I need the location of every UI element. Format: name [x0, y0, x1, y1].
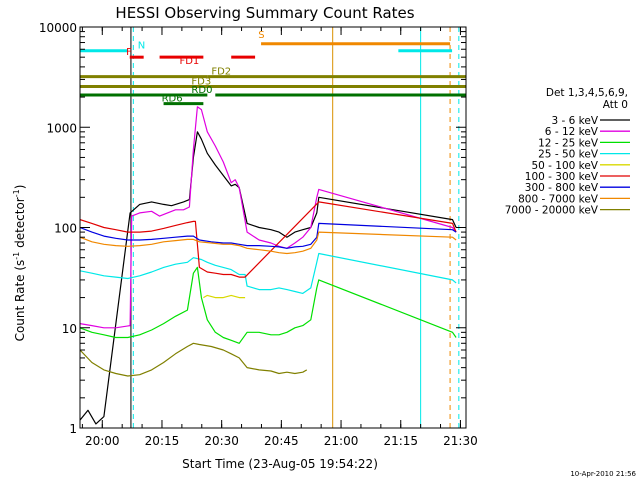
legend-label-25-50-kev: 25 - 50 keV — [538, 149, 599, 161]
flag-label-rd6: RD6 — [162, 94, 183, 105]
y-tick-label: 10000 — [39, 21, 77, 35]
flag-label-rd0: RD0 — [191, 85, 212, 96]
flag-label-f: F — [126, 47, 132, 58]
y-tick-label: 1000 — [46, 121, 77, 135]
flag-label-fd3: FD3 — [191, 76, 211, 87]
flag-label-fd1: FD1 — [179, 56, 199, 67]
legend-label-6-12-kev: 6 - 12 keV — [545, 126, 599, 138]
legend-header-detectors: Det 1,3,4,5,6,9, — [546, 87, 628, 99]
series-line-7000-20000-kev — [80, 342, 308, 377]
y-axis-label-end: ) — [13, 185, 27, 190]
svg-text:Count Rate (s-1 detector-1): Count Rate (s-1 detector-1) — [12, 185, 27, 342]
legend-label-800-7000-kev: 800 - 7000 keV — [518, 193, 599, 205]
legend-label-50-100-kev: 50 - 100 keV — [531, 160, 598, 172]
series-line-25-50-kev — [80, 252, 457, 294]
series-line-300-800-kev — [80, 222, 457, 249]
y-tick-label: 1 — [69, 422, 77, 436]
y-axis-label: Count Rate (s-1 detector-1) — [12, 185, 27, 342]
y-axis: 1 10 100 1000 10000 — [39, 21, 466, 436]
x-tick-label: 20:30 — [204, 434, 239, 448]
y-tick-label: 100 — [54, 222, 77, 236]
x-tick-label: 20:45 — [264, 434, 299, 448]
series-line-3-6-kev — [80, 131, 457, 425]
series-line-800-7000-kev — [80, 231, 457, 255]
y-tick-label: 10 — [62, 322, 77, 336]
x-axis: 20:00 20:15 20:30 20:45 21:00 21:15 21:30 — [81, 27, 478, 448]
x-tick-label: 21:00 — [324, 434, 359, 448]
series-lines — [80, 106, 457, 425]
x-axis-label: Start Time (23-Aug-05 19:54:22) — [182, 457, 378, 471]
legend-label-3-6-kev: 3 - 6 keV — [551, 115, 598, 127]
x-tick-label: 20:00 — [85, 434, 120, 448]
series-line-6-12-kev — [80, 106, 457, 329]
y-axis-label-sup1: -1 — [12, 252, 21, 260]
legend-label-100-300-kev: 100 - 300 keV — [525, 171, 599, 183]
legend-label-300-800-kev: 300 - 800 keV — [525, 182, 599, 194]
x-tick-label: 20:15 — [145, 434, 180, 448]
y-axis-label-main: Count Rate (s — [13, 260, 27, 342]
series-line-50-100-kev — [203, 294, 246, 299]
chart-title: HESSI Observing Summary Count Rates — [115, 4, 414, 22]
legend-header-attenuator: Att 0 — [603, 99, 628, 111]
legend-label-7000-20000-kev: 7000 - 20000 keV — [505, 205, 599, 217]
y-axis-label-mid: detector — [13, 197, 27, 252]
plot-frame — [79, 26, 467, 429]
legend-label-12-25-kev: 12 - 25 keV — [538, 137, 599, 149]
flag-label-s: S — [258, 30, 264, 41]
x-tick-label: 21:15 — [383, 434, 418, 448]
x-tick-label: 21:30 — [443, 434, 478, 448]
footer-timestamp: 10-Apr-2010 21:56 — [570, 470, 636, 478]
series-line-100-300-kev — [80, 201, 457, 278]
flag-label-n: N — [138, 41, 145, 52]
series-line-12-25-kev — [80, 266, 457, 344]
y-axis-label-sup2: -1 — [12, 189, 21, 197]
flag-label-fd2: FD2 — [211, 67, 231, 78]
